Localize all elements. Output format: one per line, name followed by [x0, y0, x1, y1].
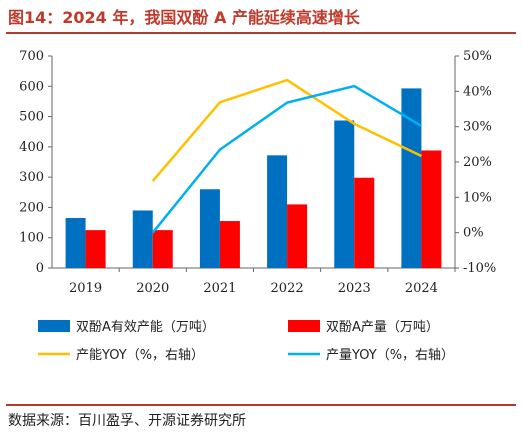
legend-label: 双酚A有效产能（万吨） — [76, 320, 215, 335]
bar-line-chart: 0 100 200 300 400 500 600 700 -10% 0% 10% 20% 30% 40%… — [19, 49, 496, 363]
x-tick-label: 2021 — [203, 281, 236, 296]
left-tick-label: 700 — [19, 49, 44, 64]
left-tick-label: 0 — [36, 261, 44, 276]
x-tick-label: 2023 — [338, 281, 371, 296]
chart-tick-labels: 0 100 200 300 400 500 600 700 -10% 0% 10% 20% 30% 40%… — [19, 49, 496, 296]
title-divider — [6, 32, 516, 34]
output-yoy-line — [151, 84, 423, 234]
legend-swatch — [38, 320, 70, 332]
right-tick-label: 40% — [463, 84, 492, 99]
bar-output-2019 — [85, 230, 106, 268]
bar-output-2024 — [421, 150, 442, 268]
capacity-yoy-line — [151, 78, 422, 182]
right-tick-label: -10% — [463, 261, 496, 276]
legend-swatch — [288, 320, 320, 332]
chart-bars — [65, 88, 442, 268]
x-tick-label: 2020 — [136, 281, 169, 296]
bar-output-2021 — [219, 221, 240, 268]
x-tick-label: 2024 — [405, 281, 438, 296]
left-tick-label: 400 — [19, 140, 44, 155]
bar-capacity-2023 — [334, 120, 355, 268]
figure-title: 图14：2024 年，我国双酚 A 产能延续高速增长 — [8, 8, 360, 27]
chart-axes — [48, 55, 459, 272]
left-tick-label: 100 — [19, 231, 44, 246]
right-tick-label: 50% — [463, 49, 492, 64]
legend-label: 产能YOY（%，右轴） — [76, 348, 204, 363]
bar-capacity-2020 — [132, 210, 153, 268]
bar-output-2022 — [287, 204, 308, 268]
left-tick-label: 300 — [19, 170, 44, 185]
legend-label: 双酚A产量（万吨） — [326, 320, 439, 335]
bar-output-2020 — [152, 230, 173, 268]
x-tick-label: 2019 — [69, 281, 102, 296]
chart-lines — [151, 78, 423, 234]
right-tick-label: 20% — [463, 155, 492, 170]
right-tick-label: 10% — [463, 190, 492, 205]
bar-capacity-2024 — [401, 88, 422, 268]
source-divider — [6, 404, 516, 406]
right-tick-label: 30% — [463, 120, 492, 135]
bar-capacity-2021 — [199, 189, 220, 268]
legend-label: 产量YOY（%，右轴） — [326, 348, 454, 363]
left-tick-label: 500 — [19, 110, 44, 125]
chart-legend: 双酚A有效产能（万吨） 双酚A产量（万吨） 产能YOY（%，右轴） 产量YOY（%，右… — [38, 320, 454, 363]
bar-output-2023 — [354, 177, 375, 268]
left-tick-label: 600 — [19, 79, 44, 94]
right-tick-label: 0% — [463, 226, 484, 241]
source-note: 数据来源：百川盈孚、开源证券研究所 — [8, 413, 246, 429]
left-tick-label: 200 — [19, 200, 44, 215]
x-tick-label: 2022 — [271, 281, 304, 296]
bar-capacity-2019 — [65, 218, 86, 268]
bar-capacity-2022 — [267, 155, 288, 268]
